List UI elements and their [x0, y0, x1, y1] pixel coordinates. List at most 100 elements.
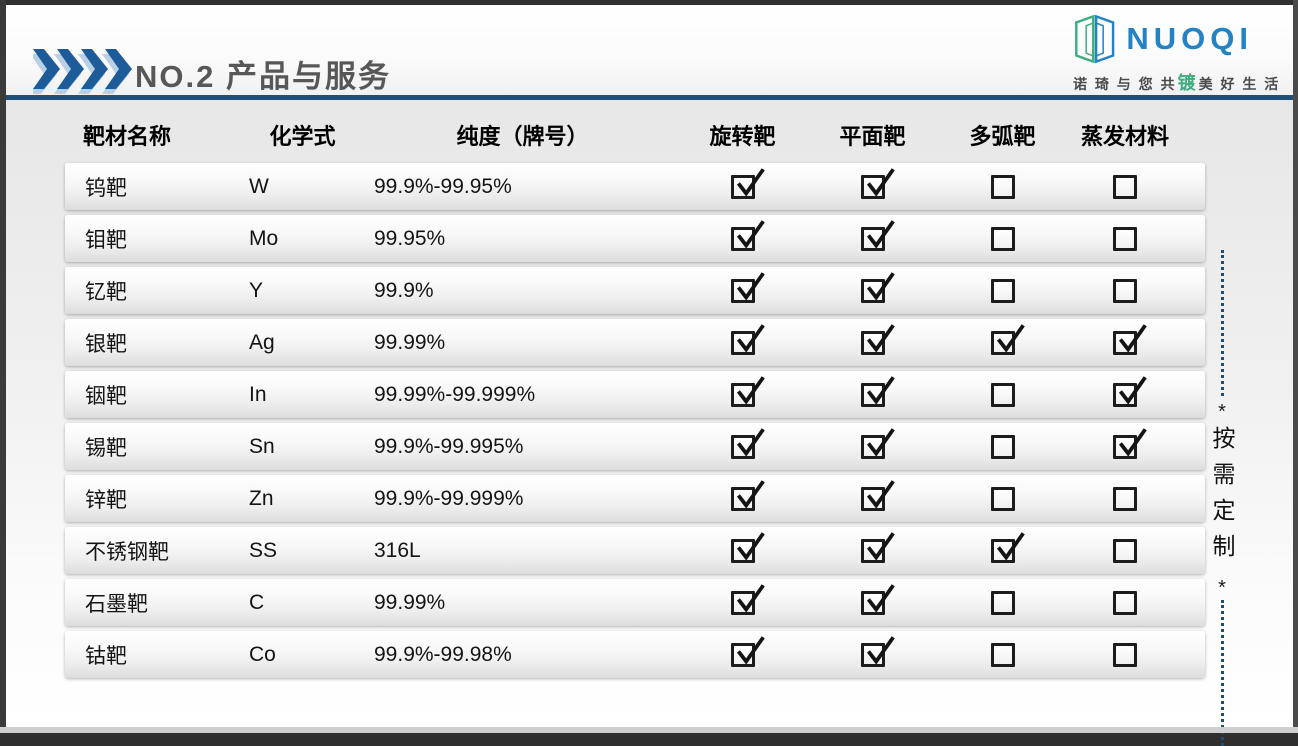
checked-checkbox-icon	[1113, 375, 1147, 407]
checked-checkbox-icon	[730, 531, 765, 563]
formula-cell: Y	[249, 278, 264, 302]
checked-checkbox-icon	[730, 427, 765, 459]
logo-name: NUOQI	[1126, 21, 1253, 56]
col-header-multi-arc: 多弧靶	[969, 124, 1036, 149]
page-title: NO.2 产品与服务	[135, 59, 391, 94]
unchecked-checkbox-icon	[990, 278, 1015, 303]
checkbox-cell-multi_arc	[935, 579, 1070, 626]
checked-checkbox-icon	[860, 583, 895, 615]
checkbox-cell-multi_arc	[935, 423, 1070, 470]
checked-checkbox-icon	[860, 271, 895, 303]
company-logo: NUOQI 诺 琦 与 您 共镀美 好 生 活	[1073, 13, 1278, 93]
checkbox-cell-rotary	[675, 527, 810, 574]
purity-cell: 99.9%-99.999%	[374, 486, 524, 510]
chevrons-icon	[33, 49, 132, 94]
table-row: 铟靶 In 99.99%-99.999%	[65, 371, 1205, 418]
purity-cell: 99.99%-99.999%	[374, 382, 536, 406]
checkbox-cell-planar	[810, 319, 935, 366]
product-table-body: 钨靶 W 99.9%-99.95% 钼靶 Mo 99.95% 钇靶 Y 99.9% 银靶 Ag 99.…	[65, 163, 1205, 678]
checked-checkbox-icon	[860, 219, 895, 251]
checked-checkbox-icon	[730, 167, 765, 199]
material-name-cell: 钇靶	[85, 280, 127, 304]
unchecked-checkbox-icon	[1113, 486, 1137, 511]
asterisk-bottom: *	[1218, 577, 1226, 599]
unchecked-checkbox-icon	[990, 226, 1015, 251]
checkbox-cell-rotary	[675, 475, 810, 522]
material-name-cell: 锡靶	[85, 436, 127, 460]
checkbox-cell-evaporation	[1070, 267, 1180, 314]
checked-checkbox-icon	[730, 479, 765, 511]
checkbox-cell-multi_arc	[935, 475, 1070, 522]
checkbox-cell-evaporation	[1070, 579, 1180, 626]
checkbox-cell-evaporation	[1070, 319, 1180, 366]
checked-checkbox-icon	[730, 323, 765, 355]
checkbox-cell-multi_arc	[935, 163, 1070, 210]
purity-cell: 316L	[374, 538, 421, 562]
slide-frame-right	[1293, 0, 1298, 733]
checkbox-cell-planar	[810, 579, 935, 626]
checked-checkbox-icon	[730, 271, 765, 303]
unchecked-checkbox-icon	[990, 642, 1015, 667]
formula-cell: Ag	[249, 330, 275, 354]
table-row: 银靶 Ag 99.99%	[65, 319, 1205, 366]
checkbox-cell-multi_arc	[935, 631, 1070, 678]
checked-checkbox-icon	[860, 531, 895, 563]
checked-checkbox-icon	[860, 635, 895, 667]
checkbox-cell-rotary	[675, 631, 810, 678]
checkbox-cell-planar	[810, 267, 935, 314]
checkbox-cell-evaporation	[1070, 371, 1180, 418]
material-name-cell: 锌靶	[85, 488, 127, 512]
checked-checkbox-icon	[860, 375, 895, 407]
unchecked-checkbox-icon	[990, 174, 1015, 199]
material-name-cell: 钼靶	[85, 228, 127, 252]
unchecked-checkbox-icon	[990, 590, 1015, 615]
material-name-cell: 钨靶	[85, 176, 127, 200]
unchecked-checkbox-icon	[1113, 278, 1137, 303]
product-table: 靶材名称 化学式 纯度（牌号） 旋转靶 平面靶 多弧靶 蒸发材料 钨靶 W 99.9…	[65, 112, 1205, 678]
unchecked-checkbox-icon	[990, 434, 1015, 459]
purity-cell: 99.95%	[374, 226, 446, 250]
purity-cell: 99.9%-99.95%	[374, 174, 512, 198]
col-header-material-name: 靶材名称	[83, 124, 172, 149]
slide-header: NO.2 产品与服务 NUOQI 诺 琦 与 您 共镀美 好 生 活	[5, 5, 1293, 95]
divider-line	[5, 95, 1293, 100]
checkbox-cell-evaporation	[1070, 163, 1180, 210]
purity-cell: 99.9%	[374, 278, 434, 302]
checkbox-cell-multi_arc	[935, 267, 1070, 314]
checkbox-cell-rotary	[675, 163, 810, 210]
material-name-cell: 不锈钢靶	[85, 540, 169, 564]
slide-body: 靶材名称 化学式 纯度（牌号） 旋转靶 平面靶 多弧靶 蒸发材料 钨靶 W 99.9…	[5, 100, 1293, 746]
purity-cell: 99.9%-99.995%	[374, 434, 524, 458]
col-header-purity: 纯度（牌号）	[456, 124, 589, 149]
formula-cell: Sn	[249, 434, 275, 458]
checkbox-cell-evaporation	[1070, 527, 1180, 574]
checkbox-cell-planar	[810, 631, 935, 678]
col-header-rotary: 旋转靶	[709, 124, 776, 149]
material-name-cell: 石墨靶	[85, 592, 148, 616]
checkbox-cell-rotary	[675, 215, 810, 262]
checked-checkbox-icon	[730, 375, 765, 407]
side-note: * 按需定制 *	[1207, 250, 1237, 746]
checkbox-cell-planar	[810, 475, 935, 522]
checkbox-cell-multi_arc	[935, 319, 1070, 366]
checkbox-cell-rotary	[675, 579, 810, 626]
checked-checkbox-icon	[730, 635, 765, 667]
asterisk-top: *	[1218, 401, 1226, 423]
table-header-row: 靶材名称 化学式 纯度（牌号） 旋转靶 平面靶 多弧靶 蒸发材料	[65, 112, 1205, 158]
logo-tagline-accent: 镀	[1177, 73, 1198, 93]
checked-checkbox-icon	[1113, 323, 1147, 355]
col-header-planar: 平面靶	[839, 124, 906, 149]
checkbox-cell-rotary	[675, 267, 810, 314]
dotted-line-bottom	[1220, 600, 1224, 746]
side-note-text: 按需定制	[1209, 426, 1235, 570]
checkbox-cell-rotary	[675, 319, 810, 366]
checkbox-cell-planar	[810, 215, 935, 262]
table-row: 锡靶 Sn 99.9%-99.995%	[65, 423, 1205, 470]
checked-checkbox-icon	[730, 583, 765, 615]
checkbox-cell-evaporation	[1070, 215, 1180, 262]
checkbox-cell-multi_arc	[935, 371, 1070, 418]
material-name-cell: 铟靶	[85, 384, 127, 408]
checkbox-cell-multi_arc	[935, 215, 1070, 262]
table-row: 钼靶 Mo 99.95%	[65, 215, 1205, 262]
unchecked-checkbox-icon	[990, 486, 1015, 511]
